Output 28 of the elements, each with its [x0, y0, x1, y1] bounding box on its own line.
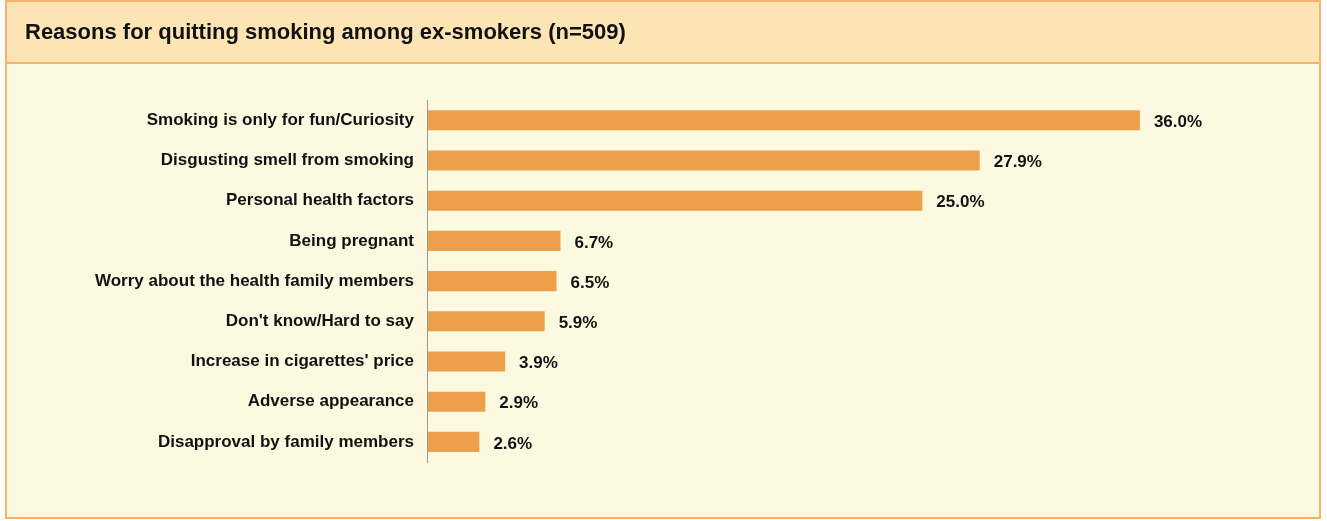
bar	[427, 110, 1140, 131]
y-tick-label: Disapproval by family members	[157, 431, 414, 451]
y-tick-label: Don't know/Hard to say	[225, 310, 415, 330]
y-tick-label: Increase in cigarettes' price	[190, 351, 414, 371]
y-tick-label: Being pregnant	[289, 230, 415, 250]
data-label: 5.9%	[558, 312, 598, 332]
bar	[427, 311, 545, 332]
bar	[427, 351, 506, 372]
y-tick-label: Adverse appearance	[247, 391, 414, 411]
y-tick-label: Worry about the health family members	[95, 270, 414, 290]
data-label: 6.5%	[570, 272, 610, 292]
bar	[427, 431, 480, 452]
bar	[427, 190, 923, 211]
bar	[427, 391, 486, 412]
data-label: 36.0%	[1153, 111, 1203, 131]
bar	[427, 230, 561, 251]
chart-title: Reasons for quitting smoking among ex-smokers (n=509)	[7, 2, 1319, 64]
bar	[427, 271, 557, 292]
data-label: 27.9%	[993, 152, 1042, 172]
data-label: 2.9%	[499, 393, 539, 413]
data-label: 3.9%	[519, 353, 558, 373]
y-tick-label: Disgusting smell from smoking	[160, 150, 414, 170]
y-tick-label: Smoking is only for fun/Curiosity	[146, 109, 415, 129]
data-label: 2.6%	[493, 433, 533, 453]
data-label: 6.7%	[574, 232, 614, 252]
bar	[427, 150, 980, 171]
y-tick-label: Personal health factors	[225, 190, 414, 210]
data-label: 25.0%	[936, 192, 985, 212]
